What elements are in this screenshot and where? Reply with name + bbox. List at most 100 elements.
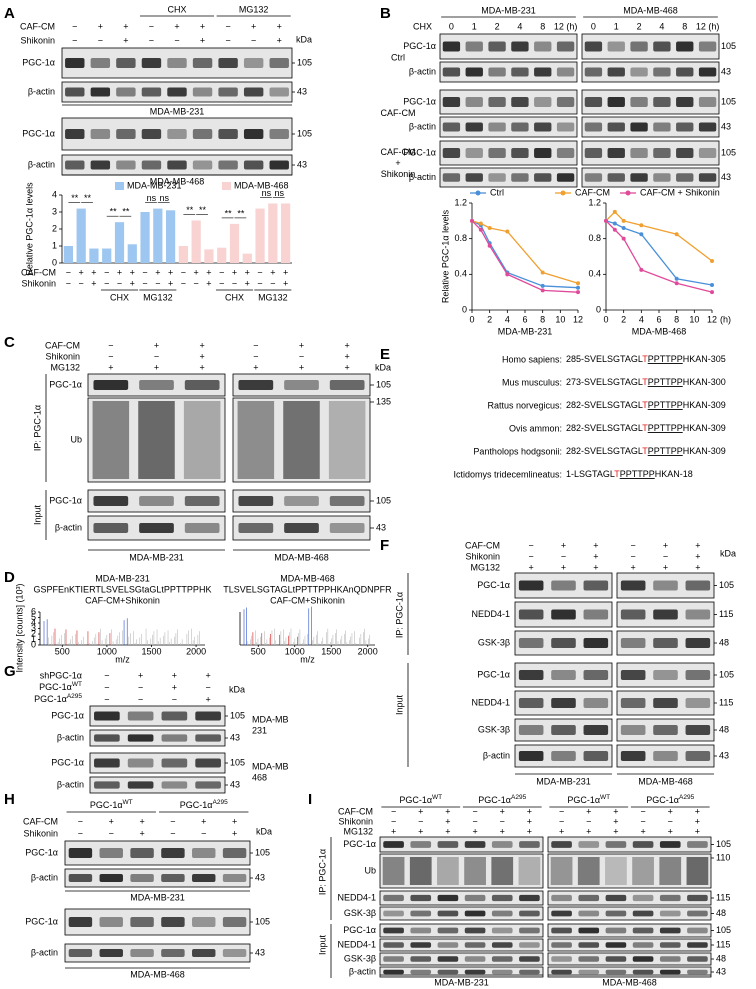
blot-band [676,97,694,107]
header-label-base: PGC-1α [34,694,67,704]
x-tick-label: 500 [55,646,70,656]
header-sign: + [663,562,668,572]
series-point [576,290,580,295]
blot-band [238,380,274,390]
y-tick-label: 0 [462,304,467,314]
row-label: β-actin [409,172,436,182]
header-sign: + [640,826,645,836]
header-label-sup: WT [72,681,82,688]
x-group-label: MG132 [258,292,288,302]
blot-box [64,908,251,936]
cell-label-line: 231 [252,726,267,736]
blot-band [551,969,572,975]
blot-smear [92,401,130,479]
header-sign: − [631,551,636,561]
kda-value: 48 [716,908,726,918]
bar [242,253,252,263]
x-sign: + [206,267,211,277]
spectrum-title: MDA-MB-468 [280,573,335,583]
blot-band [329,496,365,506]
bar [268,203,278,263]
blot-band [192,87,213,97]
blot-band [383,894,404,902]
row-label: β-actin [483,750,510,760]
blot-band [653,148,671,158]
header-sign: + [205,670,210,680]
blot-band [329,523,365,533]
kda-value: 43 [297,159,307,169]
blot-band [90,87,111,97]
x-sign: − [181,267,186,277]
series-point [487,225,492,230]
blot-band [437,969,459,975]
group-label-sup: WT [432,794,442,801]
x-tick-label: 1500 [321,646,341,656]
blot-band [465,67,483,77]
row-label: PGC-1α [25,847,58,857]
blot-band [653,609,678,620]
blot-band [491,927,513,934]
bar [178,246,188,263]
blot-band [93,380,129,390]
blot-band [511,67,529,77]
header-sign: + [445,826,450,836]
blot-box [439,33,578,60]
header-sign: + [695,551,700,561]
blot-band [632,969,654,975]
blot-band [556,67,575,77]
blot-smear [605,857,627,885]
group-label: MDA-MB-231 [481,5,536,15]
cell-label-line: 468 [252,773,267,783]
blot-band [383,942,404,948]
header-label: CAF-CM [338,806,373,816]
blot-band [442,122,461,132]
header-sign: + [418,826,423,836]
panel-letter: G [4,663,16,680]
blot-band [139,523,174,533]
kda-value: 105 [230,757,245,767]
x-tick-label: 4 [639,314,644,324]
header-label: CAF-CM [465,540,500,550]
header-sign: − [559,806,564,816]
header-sign: − [78,816,83,826]
series-point [612,209,617,214]
header-sign: 1 [614,21,619,31]
sequence-part: 1-LSGTAGL [566,469,615,479]
cell-label: MDA-MB-468 [130,969,185,979]
group-label: PGC-1αWT [399,794,442,805]
group-row-label-line: Shikonin [381,169,416,179]
header-label-base: PGC-1α [39,682,72,692]
series-point [505,272,510,277]
blot-band [491,969,513,975]
x-tick-label: 8 [674,314,679,324]
sequence-part: 282-SVELSGTAGL [566,446,643,456]
blot-band [511,122,529,132]
sequence-part: HKAN-305 [683,354,726,364]
row-label: PGC-1α [51,710,84,720]
x-sign: + [194,267,199,277]
blot-band [410,910,432,917]
x-axis-label: m/z [300,654,315,664]
blot-band [68,848,93,858]
spectrum-sequence: GSPFEnKTIERTLSVELSGtaGLtPPTTPPHK [34,584,212,594]
blot-band [90,160,111,170]
kda-value: 43 [297,86,307,96]
blot-band [511,148,529,158]
group-label: PGC-1αA295 [180,799,228,810]
header-sign: + [277,21,282,31]
sequence-part: T [614,469,620,479]
blot-band [583,725,609,735]
row-label: β-actin [349,966,376,976]
x-sign: − [181,278,186,288]
blot-band [90,58,111,68]
sequence-part: PPTTPP [648,377,683,387]
kda-value: 135 [376,396,391,406]
blot-box [581,116,720,138]
blot-smear [138,401,175,479]
header-sign: + [559,826,564,836]
header-sign: − [472,806,477,816]
blot-box [547,853,712,889]
blot-band [659,956,681,962]
blot-band [465,173,483,182]
blot-smear [409,857,432,885]
